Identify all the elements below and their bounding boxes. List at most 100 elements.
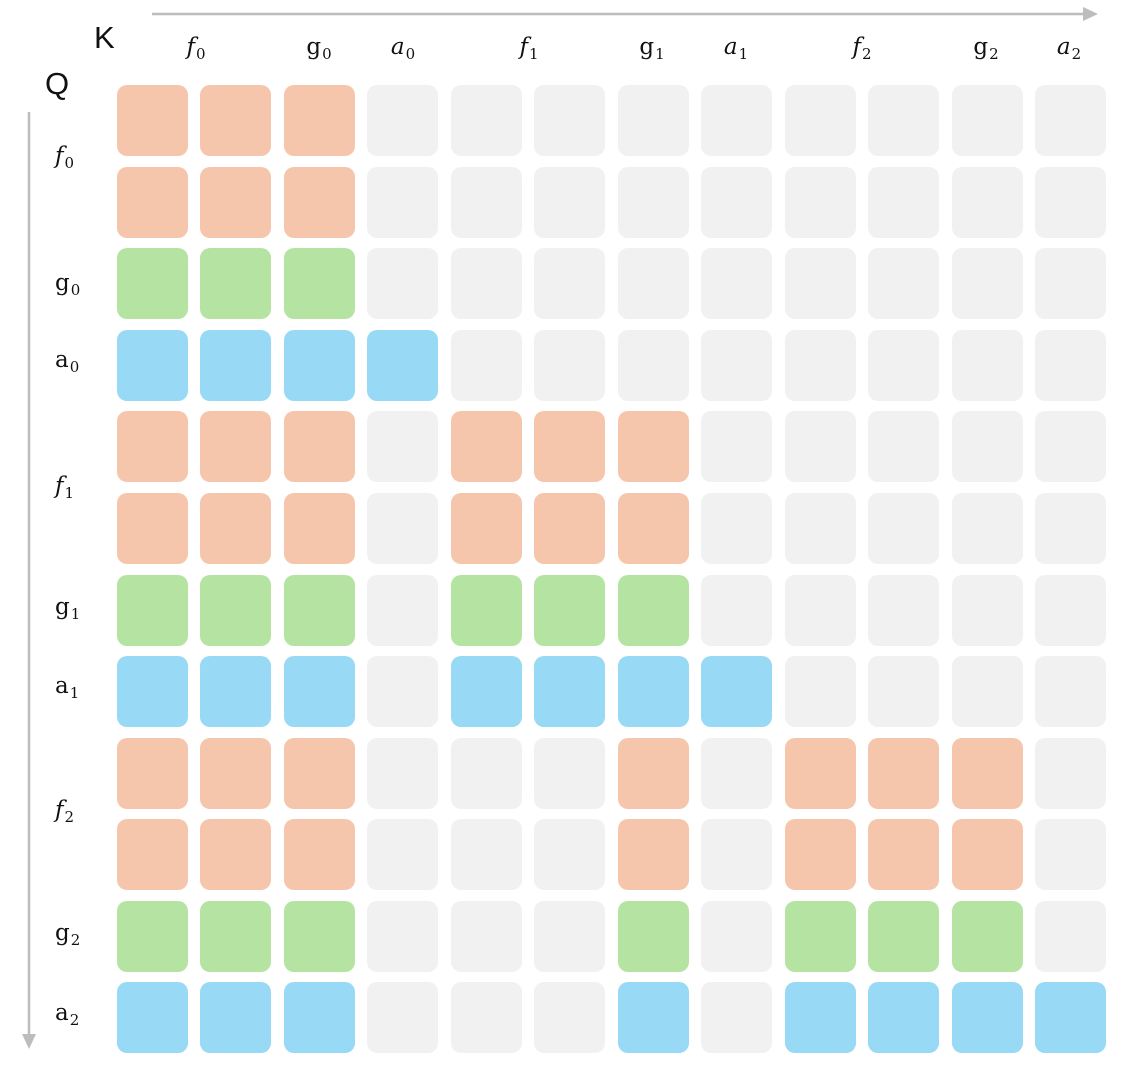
mask-cell-r7-c0	[117, 656, 188, 727]
mask-cell-r4-c10	[952, 411, 1023, 482]
col-label-base: g	[973, 34, 989, 60]
mask-cell-r6-c5	[534, 575, 605, 646]
mask-cell-r7-c5	[534, 656, 605, 727]
col-label-subscript: 1	[528, 45, 539, 63]
mask-cell-r10-c8	[785, 901, 856, 972]
mask-cell-r6-c4	[451, 575, 522, 646]
mask-cell-r8-c10	[952, 738, 1023, 809]
col-label-subscript: 2	[1071, 45, 1082, 63]
mask-cell-r3-c4	[451, 330, 522, 401]
mask-cell-r6-c7	[701, 575, 772, 646]
mask-cell-r2-c3	[367, 248, 438, 319]
mask-cell-r9-c9	[868, 819, 939, 890]
mask-cell-r9-c11	[1035, 819, 1106, 890]
mask-cell-r8-c5	[534, 738, 605, 809]
mask-cell-r0-c6	[618, 85, 689, 156]
mask-cell-r7-c8	[785, 656, 856, 727]
mask-cell-r6-c10	[952, 575, 1023, 646]
mask-cell-r10-c10	[952, 901, 1023, 972]
mask-cell-r4-c4	[451, 411, 522, 482]
mask-cell-r1-c9	[868, 167, 939, 238]
mask-cell-r11-c9	[868, 982, 939, 1053]
mask-cell-r11-c4	[451, 982, 522, 1053]
row-label-base: f	[55, 143, 64, 169]
mask-cell-r9-c6	[618, 819, 689, 890]
mask-cell-r3-c3	[367, 330, 438, 401]
mask-cell-r3-c1	[200, 330, 271, 401]
mask-cell-r5-c11	[1035, 493, 1106, 564]
mask-cell-r10-c4	[451, 901, 522, 972]
mask-cell-r11-c3	[367, 982, 438, 1053]
row-label-subscript: 1	[69, 684, 80, 702]
mask-cell-r2-c0	[117, 248, 188, 319]
q-axis-title: Q	[45, 66, 70, 101]
mask-cell-r5-c2	[284, 493, 355, 564]
mask-cell-r4-c8	[785, 411, 856, 482]
mask-cell-r9-c3	[367, 819, 438, 890]
row-label-base: g	[55, 920, 70, 946]
mask-cell-r1-c2	[284, 167, 355, 238]
mask-cell-r0-c2	[284, 85, 355, 156]
mask-cell-r5-c0	[117, 493, 188, 564]
col-label-subscript: 0	[405, 45, 416, 63]
mask-cell-r11-c11	[1035, 982, 1106, 1053]
mask-cell-r6-c6	[618, 575, 689, 646]
mask-cell-r9-c0	[117, 819, 188, 890]
mask-cell-r0-c0	[117, 85, 188, 156]
mask-cell-r3-c2	[284, 330, 355, 401]
mask-cell-r3-c5	[534, 330, 605, 401]
mask-cell-r10-c9	[868, 901, 939, 972]
col-label-subscript: 0	[322, 45, 332, 63]
mask-cell-r0-c9	[868, 85, 939, 156]
mask-cell-r11-c1	[200, 982, 271, 1053]
mask-cell-r10-c2	[284, 901, 355, 972]
mask-cell-r5-c6	[618, 493, 689, 564]
col-label-a1: a1	[724, 36, 748, 62]
col-label-base: f	[852, 34, 861, 60]
mask-cell-r0-c10	[952, 85, 1023, 156]
mask-cell-r2-c8	[785, 248, 856, 319]
row-label-subscript: 2	[69, 1011, 80, 1029]
mask-cell-r10-c3	[367, 901, 438, 972]
mask-cell-r11-c8	[785, 982, 856, 1053]
mask-cell-r7-c4	[451, 656, 522, 727]
mask-cell-r8-c7	[701, 738, 772, 809]
mask-cell-r5-c3	[367, 493, 438, 564]
mask-cell-r7-c1	[200, 656, 271, 727]
mask-cell-r0-c4	[451, 85, 522, 156]
mask-cell-r2-c2	[284, 248, 355, 319]
row-label-subscript: 2	[70, 931, 81, 949]
mask-cell-r11-c6	[618, 982, 689, 1053]
mask-cell-r5-c9	[868, 493, 939, 564]
mask-cell-r1-c5	[534, 167, 605, 238]
row-label-g1: g1	[55, 596, 80, 622]
mask-cell-r10-c0	[117, 901, 188, 972]
mask-cell-r9-c2	[284, 819, 355, 890]
col-label-subscript: 1	[655, 45, 665, 63]
mask-cell-r1-c4	[451, 167, 522, 238]
mask-cell-r1-c3	[367, 167, 438, 238]
row-label-base: a	[55, 1000, 69, 1026]
mask-cell-r9-c8	[785, 819, 856, 890]
row-label-base: g	[55, 594, 70, 620]
mask-cell-r5-c7	[701, 493, 772, 564]
col-label-f2: f2	[852, 36, 871, 62]
col-label-base: f	[186, 34, 195, 60]
mask-cell-r8-c2	[284, 738, 355, 809]
row-label-subscript: 0	[64, 154, 75, 172]
row-label-base: a	[55, 347, 69, 373]
col-label-base: a	[1056, 34, 1071, 60]
mask-cell-r5-c8	[785, 493, 856, 564]
mask-cell-r2-c7	[701, 248, 772, 319]
mask-cell-r6-c9	[868, 575, 939, 646]
mask-cell-r7-c9	[868, 656, 939, 727]
mask-cell-r0-c1	[200, 85, 271, 156]
row-label-subscript: 0	[69, 358, 80, 376]
mask-cell-r4-c1	[200, 411, 271, 482]
row-label-a0: a0	[55, 349, 79, 375]
col-label-g0: g0	[306, 36, 331, 62]
row-label-base: a	[55, 673, 69, 699]
mask-cell-r8-c1	[200, 738, 271, 809]
mask-cell-r4-c11	[1035, 411, 1106, 482]
